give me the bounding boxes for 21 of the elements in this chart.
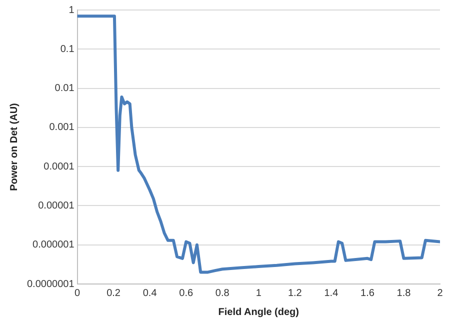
x-tick-label: 2 — [437, 288, 444, 299]
x-tick-label: 0 — [74, 288, 80, 299]
x-tick-label: 1 — [256, 288, 262, 299]
y-tick-label: 0.1 — [60, 44, 75, 55]
x-tick-label: 1.6 — [360, 288, 375, 299]
x-axis-title: Field Angle (deg) — [218, 306, 300, 318]
y-tick-label: 0.01 — [54, 83, 75, 94]
x-tick-label: 0.4 — [142, 288, 158, 299]
x-tick-label: 1.2 — [288, 288, 302, 299]
x-tick-label: 1.4 — [324, 288, 339, 299]
y-tick-label: 0.001 — [49, 122, 75, 134]
y-tick-label: 0.0000001 — [26, 278, 75, 290]
x-tick-label: 0.8 — [215, 288, 230, 299]
y-tick-label: 0.00001 — [38, 200, 75, 212]
y-tick-label: 0.000001 — [32, 240, 75, 251]
x-tick-label: 0.6 — [179, 288, 194, 299]
y-axis-title: Power on Det (AU) — [8, 103, 20, 191]
x-tick-label: 1.8 — [396, 288, 412, 299]
y-tick-label: 1 — [68, 4, 75, 16]
x-tick-label: 0.2 — [106, 288, 121, 299]
y-tick-label: 0.0001 — [44, 161, 75, 172]
